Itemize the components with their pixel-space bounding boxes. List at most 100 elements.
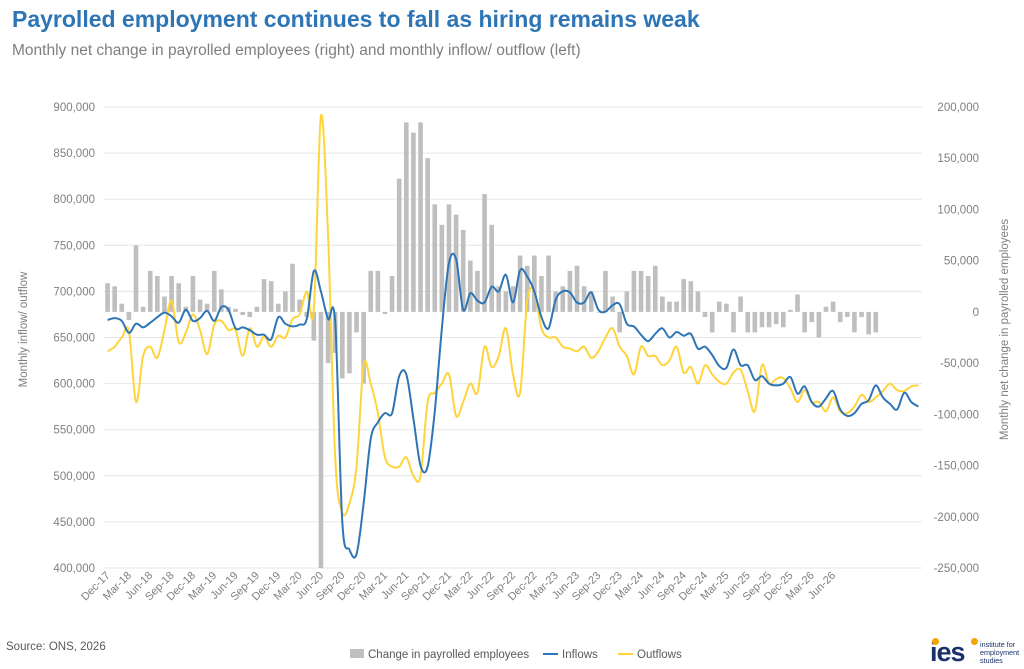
payroll-change-bar (339, 311, 345, 379)
y-left-tick-label: 650,000 (53, 333, 95, 345)
payroll-change-bar (126, 311, 132, 321)
payroll-change-bar (617, 311, 623, 333)
payroll-change-bar (361, 311, 366, 384)
y-left-tick-label: 800,000 (53, 194, 95, 206)
y-right-tick-label: 150,000 (937, 153, 979, 165)
payroll-change-bar (645, 276, 651, 312)
payroll-change-bar (752, 311, 758, 333)
payroll-change-bar (773, 311, 779, 325)
logo-dot-icon (932, 638, 939, 645)
payroll-change-bar (268, 281, 274, 312)
logo-line-2: employment (980, 648, 1020, 657)
y-left-axis-title: Monthly inflow/ outflow (18, 271, 30, 387)
payroll-change-bar (396, 178, 402, 312)
logo-dot-icon (971, 638, 978, 645)
y-right-tick-label: -50,000 (940, 358, 979, 370)
payroll-change-bar (354, 311, 359, 333)
payroll-change-bar (681, 279, 687, 312)
y-left-tick-label: 750,000 (53, 240, 95, 252)
payroll-change-bar (859, 311, 864, 318)
payroll-change-bar (517, 255, 523, 312)
payroll-change-bar (588, 291, 594, 312)
payroll-change-bar (510, 286, 516, 312)
y-right-tick-label: -150,000 (934, 461, 979, 473)
payroll-change-bar (176, 283, 181, 312)
payroll-change-bar (418, 122, 423, 312)
payroll-change-bar (816, 311, 822, 338)
y-right-tick-label: 100,000 (937, 204, 979, 216)
y-left-tick-label: 850,000 (53, 148, 95, 160)
y-left-tick-label: 450,000 (53, 517, 95, 529)
payroll-change-bar (716, 301, 722, 312)
payroll-change-bar (204, 303, 210, 312)
payroll-change-bar (667, 301, 672, 312)
payroll-change-bar (311, 311, 317, 341)
payroll-change-bar (133, 245, 139, 312)
payroll-change-bar (375, 270, 381, 312)
payroll-change-bar (382, 311, 388, 314)
payroll-change-bar (254, 306, 260, 312)
payroll-change-bar (724, 303, 729, 312)
payroll-change-bar (489, 224, 494, 312)
payroll-change-bar (425, 158, 430, 312)
payroll-change-bar (368, 270, 374, 312)
y-right-tick-label: -100,000 (934, 409, 979, 421)
payroll-change-bar (866, 311, 871, 335)
payroll-change-bar (197, 299, 203, 312)
payroll-change-bar (147, 270, 153, 312)
payroll-change-bar (411, 132, 416, 312)
payroll-change-bar (290, 263, 295, 312)
y-right-tick-label: 200,000 (937, 102, 979, 114)
legend-bars-swatch (350, 649, 364, 658)
payroll-change-bar (581, 286, 587, 312)
payroll-change-bar (809, 311, 815, 323)
payroll-change-bar (546, 255, 551, 312)
logo-line-3: studies (980, 656, 1003, 665)
payroll-change-bar (837, 311, 843, 323)
payroll-change-bar (560, 286, 566, 312)
payroll-change-bar (460, 229, 466, 312)
payroll-change-bar (475, 270, 480, 312)
payroll-change-bar (140, 306, 146, 312)
payroll-change-bar (845, 311, 850, 318)
payroll-change-bar (638, 270, 644, 312)
payroll-change-bar (802, 311, 807, 333)
payroll-change-bar (347, 311, 352, 374)
y-left-tick-label: 500,000 (53, 471, 95, 483)
payroll-change-bar (432, 204, 438, 312)
y-left-tick-label: 900,000 (53, 102, 95, 114)
payroll-change-bar (524, 265, 530, 312)
legend-outflows-label: Outflows (637, 649, 682, 661)
legend-bars-label: Change in payrolled employees (368, 649, 529, 661)
payroll-change-bar (261, 279, 267, 312)
payroll-change-bar (532, 255, 537, 312)
payroll-change-bar (596, 311, 601, 313)
payroll-change-bar (240, 311, 246, 315)
payroll-change-bar (830, 301, 836, 312)
payroll-change-bar (766, 311, 772, 328)
chart-subtitle: Monthly net change in payrolled employee… (12, 42, 581, 59)
payroll-change-bar (211, 270, 217, 312)
logo-line-1: institute for (980, 640, 1016, 649)
payroll-change-bar (539, 276, 544, 312)
payroll-change-bar (873, 311, 879, 333)
outflows-line (107, 113, 919, 517)
payroll-change-bar (624, 291, 630, 312)
payroll-change-bar (318, 311, 324, 568)
payroll-change-bar (283, 291, 288, 312)
payroll-change-bar (105, 283, 110, 312)
legend-inflows-label: Inflows (562, 649, 598, 661)
y-left-tick-label: 400,000 (53, 563, 95, 575)
payroll-change-bar (709, 311, 715, 333)
payroll-change-bar (119, 303, 125, 312)
payroll-change-bar (439, 224, 445, 312)
payroll-change-bar (169, 276, 174, 312)
payroll-change-bar (574, 265, 580, 312)
payroll-change-bar (731, 311, 736, 333)
payroll-change-bar (660, 296, 665, 312)
y-left-tick-label: 700,000 (53, 286, 95, 298)
y-right-tick-label: 0 (973, 307, 979, 319)
payroll-change-bar (219, 289, 224, 312)
payroll-change-bar (603, 270, 608, 312)
